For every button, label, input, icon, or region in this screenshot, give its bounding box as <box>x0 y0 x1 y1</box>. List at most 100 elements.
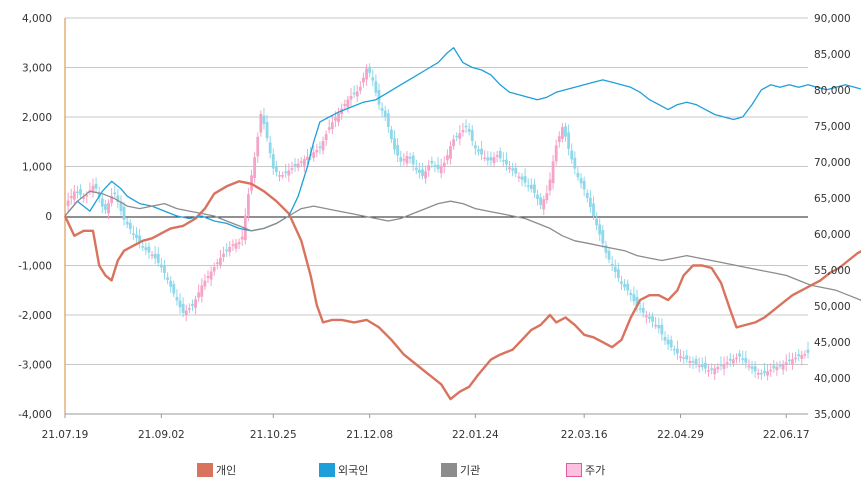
price-candle <box>641 307 645 313</box>
price-candle <box>138 235 142 243</box>
price-candle <box>470 130 474 141</box>
price-candle <box>113 192 117 195</box>
x-tick-label: 22.04.29 <box>657 429 704 441</box>
y-left-tick-label: -3,000 <box>18 360 52 372</box>
price-candle <box>163 265 166 274</box>
price-candle <box>278 175 281 177</box>
price-candle <box>184 310 188 316</box>
price-candle <box>349 96 353 100</box>
price-candle <box>660 324 664 335</box>
price-candle <box>337 113 340 123</box>
price-candle <box>744 357 748 363</box>
gridlines <box>65 17 808 415</box>
price-candle <box>623 284 626 288</box>
legend-item-foreign[interactable]: 외국인 <box>319 462 368 478</box>
price-candle <box>399 157 403 162</box>
price-candle <box>756 372 760 375</box>
price-candle <box>318 146 322 149</box>
price-candle <box>582 180 586 190</box>
x-tick-label: 22.06.17 <box>763 429 810 441</box>
price-candle <box>141 246 145 248</box>
price-candle <box>411 155 415 165</box>
price-candle <box>390 129 393 140</box>
legend-item-institution[interactable]: 기관 <box>441 462 480 478</box>
price-candle <box>393 138 396 150</box>
x-tick-labels: 21.07.19 21.09.02 21.10.25 21.12.08 22.01.24… <box>42 414 810 441</box>
price-candle <box>209 271 213 280</box>
price-candle <box>700 364 704 368</box>
price-candle <box>430 160 434 164</box>
legend-item-price[interactable]: 주가 <box>566 462 605 478</box>
y-right-tick-label: 75,000 <box>814 121 851 133</box>
price-candle <box>759 372 763 375</box>
price-candle <box>330 122 334 130</box>
price-candle <box>222 253 225 257</box>
price-candle <box>237 242 241 245</box>
price-candle <box>638 308 642 310</box>
price-candle <box>613 266 617 272</box>
price-candle <box>495 155 499 157</box>
price-candle <box>104 204 107 210</box>
price-candle <box>620 281 623 285</box>
price-candle <box>212 266 216 272</box>
price-candle <box>797 354 801 357</box>
y-left-tick-label: 3,000 <box>22 63 52 75</box>
series-line-외국인 <box>64 47 861 232</box>
price-candle <box>567 132 571 149</box>
price-candle <box>607 250 611 260</box>
price-candle <box>343 104 347 107</box>
legend-item-individual[interactable]: 개인 <box>197 462 236 478</box>
price-candle <box>682 357 686 359</box>
y-left-tick-label: -1,000 <box>18 261 52 273</box>
price-candle <box>669 339 673 348</box>
price-candle <box>791 359 794 365</box>
price-candle <box>517 176 521 179</box>
price-candle <box>156 254 160 263</box>
price-candle <box>769 369 773 372</box>
y-right-tick-label: 50,000 <box>814 301 851 313</box>
price-candle <box>296 163 300 168</box>
price-candle <box>206 276 210 279</box>
price-candle <box>374 81 378 93</box>
price-candle <box>691 360 695 363</box>
price-candle <box>728 358 732 361</box>
price-candle <box>312 152 316 158</box>
price-candle <box>632 294 636 302</box>
price-candle <box>358 86 362 91</box>
price-candle <box>228 246 232 253</box>
price-candle <box>125 221 129 225</box>
y-right-tick-label: 60,000 <box>814 229 851 241</box>
price-candle <box>368 66 372 73</box>
price-candle <box>274 165 278 173</box>
legend-label-institution: 기관 <box>460 464 481 477</box>
y-right-tick-label: 85,000 <box>814 49 851 61</box>
price-candle <box>433 165 437 167</box>
price-candle <box>685 355 689 360</box>
y-right-tick-label: 35,000 <box>814 409 851 421</box>
price-candle <box>219 257 222 265</box>
price-candle <box>651 316 654 322</box>
price-candle <box>259 113 263 133</box>
price-candle <box>72 191 76 200</box>
legend-label-price: 주가 <box>585 464 606 477</box>
price-candle <box>588 197 592 208</box>
price-candle <box>200 285 204 297</box>
price-candle <box>265 122 269 139</box>
price-candle <box>362 77 365 83</box>
price-candle <box>666 339 670 345</box>
price-candle <box>231 244 235 246</box>
price-candle <box>800 355 804 359</box>
price-candle <box>763 370 766 373</box>
price-candle <box>386 113 390 127</box>
price-candle <box>421 169 424 176</box>
legend-swatch-price <box>566 463 582 477</box>
y-right-tick-label: 90,000 <box>814 13 851 25</box>
price-candle <box>489 157 493 161</box>
price-candle <box>85 194 89 197</box>
price-candle <box>94 183 98 189</box>
price-candle <box>561 127 564 139</box>
price-candles <box>66 63 810 381</box>
y-right-tick-label: 70,000 <box>814 157 851 169</box>
price-candle <box>635 296 639 307</box>
price-candle <box>396 145 400 156</box>
